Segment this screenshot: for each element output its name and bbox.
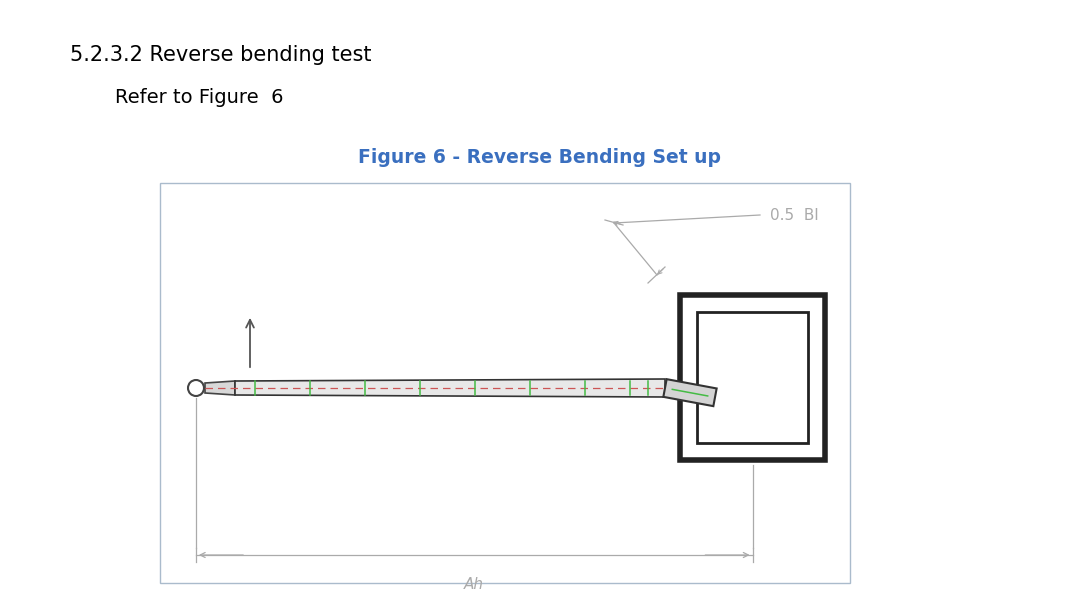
Text: 5.2.3.2 Reverse bending test: 5.2.3.2 Reverse bending test xyxy=(70,45,372,65)
Polygon shape xyxy=(235,379,665,397)
Text: Refer to Figure  6: Refer to Figure 6 xyxy=(114,88,283,107)
Text: Ah: Ah xyxy=(464,577,484,592)
Text: 0.5  Bl: 0.5 Bl xyxy=(770,207,819,222)
Bar xyxy=(680,295,825,460)
Bar xyxy=(160,183,850,583)
Bar xyxy=(697,312,808,443)
Polygon shape xyxy=(663,379,717,406)
Polygon shape xyxy=(205,381,235,395)
Text: Figure 6 - Reverse Bending Set up: Figure 6 - Reverse Bending Set up xyxy=(359,148,721,167)
